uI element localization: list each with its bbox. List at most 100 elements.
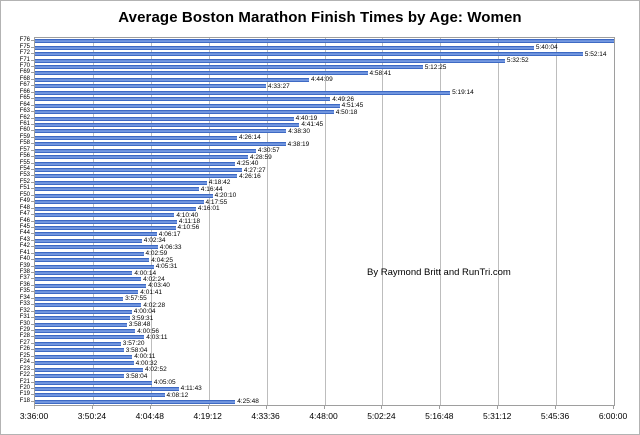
x-axis-tick-label: 4:33:36 — [251, 411, 280, 421]
bar-value-label: 4:06:33 — [159, 243, 182, 251]
bar-value-label: 4:03:40 — [148, 282, 170, 290]
bar-value-label: 3:57:55 — [125, 295, 147, 303]
bar — [35, 251, 144, 256]
bar — [35, 90, 451, 95]
bar — [35, 71, 368, 76]
y-axis-tick — [31, 239, 34, 241]
y-axis-tick — [31, 136, 34, 138]
gridline — [208, 38, 210, 405]
y-axis-tick — [31, 143, 34, 145]
x-axis-tick — [91, 405, 93, 409]
y-axis-label: F36 — [19, 281, 30, 288]
y-axis-tick — [31, 368, 34, 370]
x-axis-tick — [149, 405, 151, 409]
bar — [35, 135, 237, 140]
y-axis-label: F53 — [19, 172, 30, 179]
y-axis-label: F31 — [19, 314, 30, 321]
y-axis-label: F57 — [19, 146, 30, 153]
y-axis-label: F27 — [19, 339, 30, 346]
bar-value-label: 4:17:55 — [205, 198, 228, 206]
bar-value-label: 4:00:56 — [137, 327, 159, 335]
bar — [35, 316, 130, 321]
y-axis-label: F76 — [19, 37, 30, 44]
y-axis-label: F49 — [19, 198, 30, 205]
y-axis-label: F23 — [19, 365, 30, 372]
bar — [35, 341, 121, 346]
bar — [35, 277, 142, 282]
y-axis-tick — [31, 104, 34, 106]
y-axis-tick — [31, 59, 34, 61]
bar — [35, 225, 176, 230]
x-axis-tick — [439, 405, 441, 409]
bar — [35, 335, 145, 340]
bar-value-label: 5:52:14 — [584, 50, 607, 58]
x-axis-tick — [613, 405, 614, 409]
bar — [35, 309, 132, 314]
bar — [35, 65, 423, 69]
y-axis-tick — [31, 355, 34, 357]
y-axis-tick — [31, 330, 34, 331]
bar-value-label: 5:19:14 — [452, 89, 474, 97]
bar — [35, 322, 127, 327]
bar — [35, 354, 133, 359]
y-axis-tick — [31, 85, 34, 87]
y-axis-tick — [31, 175, 34, 177]
y-axis-label: F19 — [19, 391, 30, 398]
chart-title: Average Boston Marathon Finish Times by … — [118, 9, 522, 26]
y-axis-tick — [31, 265, 34, 267]
bar — [35, 77, 309, 82]
bar-value-label: 3:58:48 — [128, 321, 151, 328]
y-axis-label: F24 — [19, 359, 30, 366]
y-axis-tick — [31, 66, 34, 67]
bar-value-label: 4:44:09 — [311, 76, 333, 84]
bar-value-label: 4:33:27 — [268, 82, 290, 90]
y-axis-label: F71 — [19, 56, 30, 63]
y-axis-label: F26 — [19, 346, 30, 353]
y-axis-label: F33 — [19, 301, 30, 308]
annotation: By Raymond Britt and RunTri.com — [367, 267, 511, 278]
bar-value-label: 4:30:57 — [257, 147, 280, 155]
y-axis-label: F69 — [19, 69, 30, 76]
bar — [35, 200, 204, 205]
bar-value-label: 4:00:11 — [134, 353, 156, 361]
y-axis-label: F66 — [19, 88, 30, 95]
y-axis-tick — [31, 72, 34, 74]
bar-value-label: 4:00:32 — [135, 359, 158, 367]
y-axis-tick — [31, 53, 34, 55]
x-axis-tick-label: 5:16:48 — [425, 411, 454, 421]
y-axis-label: F25 — [19, 352, 30, 359]
y-axis-label: F39 — [19, 262, 30, 269]
y-axis-label: F50 — [19, 191, 30, 198]
y-axis-label: F68 — [19, 75, 30, 82]
gridline — [498, 38, 500, 405]
bar-value-label: 4:00:14 — [134, 269, 157, 277]
y-axis-label: F55 — [19, 159, 30, 166]
y-axis-tick — [31, 304, 34, 306]
bar — [35, 264, 154, 269]
x-axis-tick-label: 6:00:00 — [598, 411, 628, 421]
y-axis-label: F40 — [19, 256, 30, 263]
bar — [35, 393, 165, 398]
bar — [35, 193, 213, 198]
x-axis-tick-label: 4:48:00 — [309, 411, 338, 421]
y-axis-label: F35 — [19, 288, 30, 295]
y-axis-tick — [31, 162, 34, 164]
y-axis-tick — [31, 130, 34, 132]
bar — [35, 348, 124, 353]
bar — [35, 52, 583, 57]
x-axis-tick-label: 4:04:48 — [135, 411, 164, 421]
bar-value-label: 4:38:30 — [288, 127, 310, 135]
y-axis-tick — [31, 169, 34, 170]
y-axis-label: F61 — [19, 120, 30, 127]
y-axis-tick — [31, 201, 34, 203]
y-axis-label: F67 — [19, 82, 30, 89]
y-axis-label: F34 — [19, 294, 30, 301]
x-axis-tick — [207, 405, 209, 409]
bar — [35, 122, 300, 127]
y-axis-label: F44 — [19, 230, 30, 237]
gridline — [556, 38, 558, 405]
x-axis-tick — [555, 405, 557, 409]
y-axis-tick — [31, 40, 34, 42]
bar — [35, 361, 134, 366]
